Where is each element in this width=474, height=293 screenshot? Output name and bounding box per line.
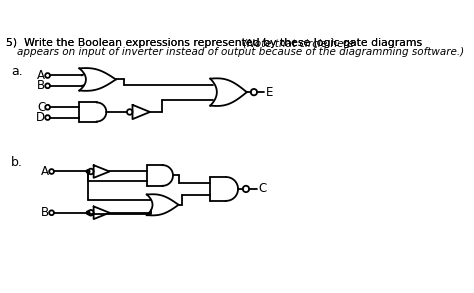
Text: 5)  Write the Boolean expressions represented by these logic gate diagrams: 5) Write the Boolean expressions represe…: [6, 38, 426, 48]
Text: 5)  Write the Boolean expressions represented by these logic gate diagrams: 5) Write the Boolean expressions represe…: [6, 38, 426, 48]
Text: appears on input of inverter instead of output because of the diagramming softwa: appears on input of inverter instead of …: [18, 47, 465, 57]
Circle shape: [86, 211, 90, 214]
Text: D: D: [36, 111, 45, 124]
Text: A: A: [37, 69, 45, 82]
Text: a.: a.: [11, 65, 23, 78]
Text: B: B: [41, 206, 49, 219]
Circle shape: [86, 170, 90, 173]
Text: A: A: [41, 165, 49, 178]
Text: C: C: [259, 183, 267, 195]
Text: b.: b.: [11, 156, 23, 169]
Text: E: E: [266, 86, 273, 99]
Text: B: B: [37, 79, 45, 92]
Text: C: C: [37, 101, 45, 114]
Text: (Note that circle here: (Note that circle here: [243, 38, 354, 48]
